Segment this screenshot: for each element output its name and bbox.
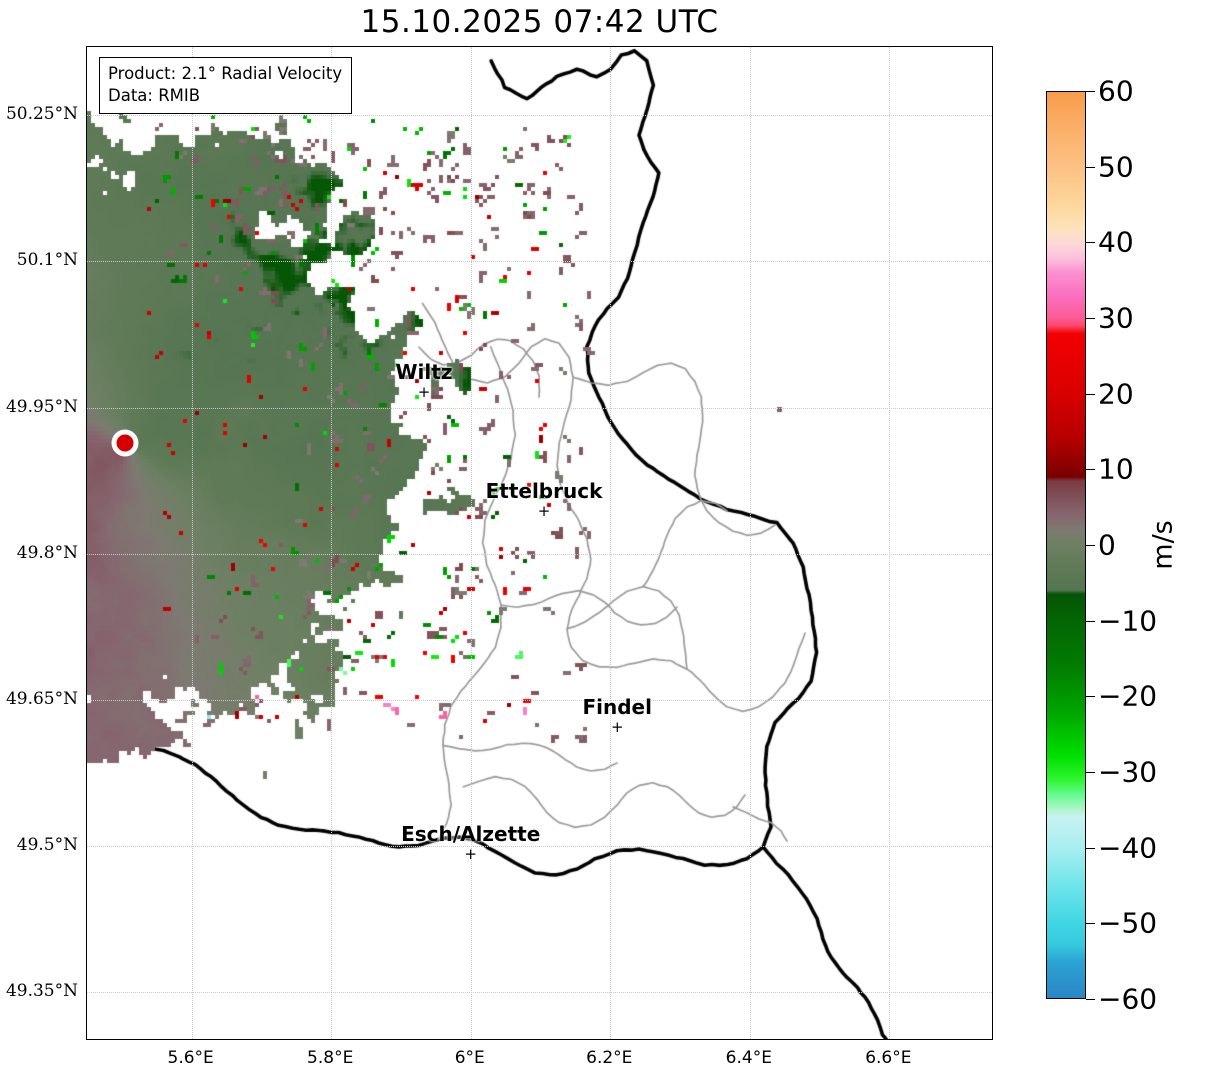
plot-clip-area: Wiltz + Ettelbruck + Findel + Esch/Alzette + [87, 47, 992, 1039]
radar-echo-layer [87, 47, 992, 1039]
colorbar-tick-label: 30 [1098, 301, 1134, 335]
colorbar-tick-label: −50 [1098, 906, 1158, 940]
gridline-horizontal [87, 846, 992, 848]
y-axis-tick-label: 50.1°N [16, 250, 78, 271]
page-title: 15.10.2025 07:42 UTC [360, 4, 719, 40]
colorbar-tick-label: −40 [1098, 831, 1158, 865]
data-source-line: Data: RMIB [108, 85, 201, 105]
colorbar-tick-label: 40 [1098, 225, 1134, 259]
gridline-vertical [191, 47, 193, 1039]
x-axis-tick-label: 6.6°E [865, 1048, 912, 1068]
y-axis-tick-label: 49.65°N [5, 688, 78, 709]
gridline-vertical [331, 47, 333, 1039]
city-label-esch-alzette: Esch/Alzette + [401, 821, 541, 863]
y-axis-tick-label: 49.35°N [5, 981, 78, 1002]
city-cross-icon: + [417, 383, 431, 402]
colorbar-tick [1086, 923, 1095, 925]
colorbar-tick-label: −60 [1098, 982, 1158, 1016]
colorbar-unit-label: m/s [1147, 520, 1179, 570]
city-name: Esch/Alzette [401, 821, 541, 846]
gridline-vertical [470, 47, 472, 1039]
product-info-box: Product: 2.1° Radial Velocity Data: RMIB [99, 57, 353, 114]
y-axis-tick-label: 49.95°N [5, 396, 78, 417]
y-axis-tick-label: 49.5°N [16, 835, 78, 856]
colorbar-tick [1086, 772, 1095, 773]
colorbar-tick-label: 20 [1098, 377, 1134, 411]
y-axis-tick-label: 50.25°N [5, 104, 78, 125]
gridline-horizontal [87, 992, 992, 994]
colorbar-tick [1086, 847, 1095, 849]
x-axis-tick-label: 6°E [454, 1048, 485, 1068]
x-axis-tick-label: 6.2°E [586, 1048, 633, 1068]
colorbar-tick-label: 10 [1098, 452, 1134, 486]
colorbar-tick [1086, 318, 1095, 319]
colorbar-tick [1086, 91, 1095, 92]
city-name: Wiltz [395, 360, 453, 385]
colorbar-tick-label: −10 [1098, 604, 1158, 638]
colorbar-tick [1086, 545, 1095, 546]
colorbar-tick [1086, 696, 1095, 698]
colorbar-tick [1086, 242, 1095, 244]
colorbar-tick-label: 60 [1098, 74, 1134, 108]
colorbar [1046, 91, 1086, 999]
colorbar-tick-label: −30 [1098, 755, 1158, 789]
gridline-vertical [889, 47, 891, 1039]
radar-site-marker [113, 431, 137, 455]
gridline-horizontal [87, 261, 992, 263]
city-name: Findel [582, 695, 652, 720]
product-line: Product: 2.1° Radial Velocity [108, 64, 343, 83]
gridline-vertical [749, 47, 751, 1039]
city-label-findel: Findel + [582, 695, 652, 737]
gridline-horizontal [87, 115, 992, 117]
city-cross-icon: + [464, 844, 478, 863]
city-label-ettelbruck: Ettelbruck + [485, 478, 603, 520]
gridline-horizontal [87, 699, 992, 701]
city-label-wiltz: Wiltz + [395, 360, 453, 402]
y-axis-tick-label: 49.8°N [16, 542, 78, 563]
colorbar-gradient [1047, 92, 1085, 998]
gridline-vertical [610, 47, 612, 1039]
colorbar-tick-label: 0 [1098, 528, 1116, 562]
colorbar-tick-label: −20 [1098, 679, 1158, 713]
x-axis-tick-label: 5.6°E [167, 1048, 214, 1068]
city-cross-icon: + [537, 501, 551, 520]
colorbar-tick [1086, 166, 1095, 168]
gridline-horizontal [87, 553, 992, 555]
colorbar-tick [1086, 469, 1095, 471]
colorbar-tick [1086, 620, 1095, 622]
x-axis-tick-label: 5.8°E [307, 1048, 354, 1068]
colorbar-tick [1086, 393, 1095, 395]
colorbar-tick-label: 50 [1098, 150, 1134, 184]
city-name: Ettelbruck [485, 478, 603, 503]
colorbar-tick [1086, 999, 1095, 1000]
gridline-horizontal [87, 407, 992, 409]
city-cross-icon: + [610, 718, 624, 737]
x-axis-tick-label: 6.4°E [725, 1048, 772, 1068]
radar-plot-panel: Wiltz + Ettelbruck + Findel + Esch/Alzette + Pr… [86, 46, 993, 1040]
